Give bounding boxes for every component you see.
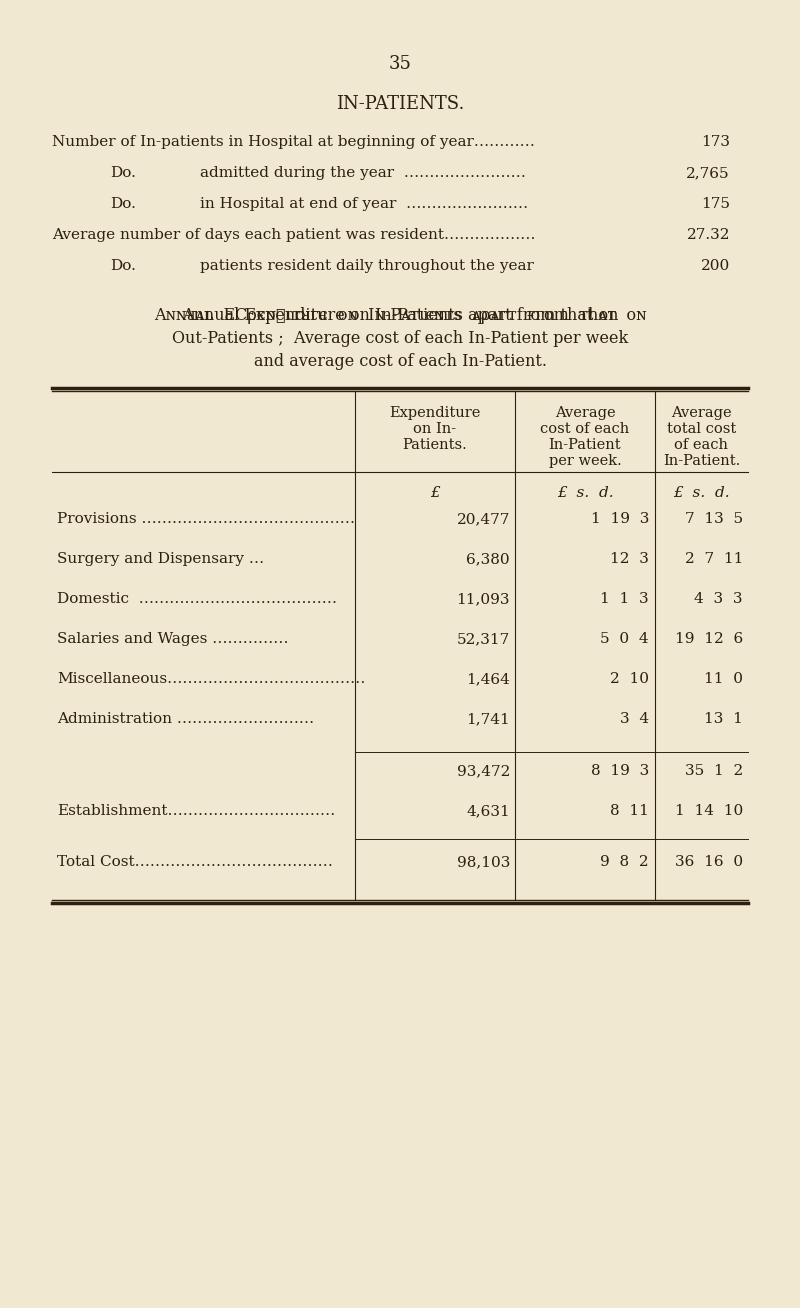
- Text: 2,765: 2,765: [686, 166, 730, 181]
- Text: total cost: total cost: [667, 422, 736, 436]
- Text: 1  19  3: 1 19 3: [590, 511, 649, 526]
- Text: on In-: on In-: [414, 422, 457, 436]
- Text: Aɴɴᴚᴀʟ  EϹρєɴԀιтᴚгє  οɴ  Iɴ-Pᴀтιєɴтѕ  ᴀρᴀгт  ғгοm  тhᴀт  οɴ: Aɴɴᴚᴀʟ EϹρєɴԀιтᴚгє οɴ Iɴ-Pᴀтιєɴтѕ ᴀρᴀгт …: [154, 307, 646, 324]
- Text: Annual Expenditure on In-Patients apart from that on: Annual Expenditure on In-Patients apart …: [182, 307, 618, 324]
- Text: In-Patient: In-Patient: [549, 438, 622, 453]
- Text: Provisions ……………………………………: Provisions ……………………………………: [57, 511, 355, 526]
- Text: 1  14  10: 1 14 10: [674, 804, 743, 818]
- Text: Expenditure: Expenditure: [390, 405, 481, 420]
- Text: and average cost of each In-Patient.: and average cost of each In-Patient.: [254, 353, 546, 370]
- Text: Administration ………………………: Administration ………………………: [57, 712, 314, 726]
- Text: 27.32: 27.32: [686, 228, 730, 242]
- Text: In-Patient.: In-Patient.: [663, 454, 740, 468]
- Text: 6,380: 6,380: [466, 552, 510, 566]
- Text: per week.: per week.: [549, 454, 622, 468]
- Text: 173: 173: [701, 135, 730, 149]
- Text: Do.: Do.: [110, 198, 136, 211]
- Text: Number of In-patients in Hospital at beginning of year…………: Number of In-patients in Hospital at beg…: [52, 135, 535, 149]
- Text: 7  13  5: 7 13 5: [685, 511, 743, 526]
- Text: Out-Patients ;  Average cost of each In-Patient per week: Out-Patients ; Average cost of each In-P…: [172, 330, 628, 347]
- Text: 3  4: 3 4: [620, 712, 649, 726]
- Text: in Hospital at end of year  ……………………: in Hospital at end of year ……………………: [200, 198, 528, 211]
- Text: Do.: Do.: [110, 259, 136, 273]
- Text: cost of each: cost of each: [540, 422, 630, 436]
- Text: 4,631: 4,631: [466, 804, 510, 818]
- Text: 12  3: 12 3: [610, 552, 649, 566]
- Text: Salaries and Wages ……………: Salaries and Wages ……………: [57, 632, 289, 646]
- Text: Patients.: Patients.: [402, 438, 467, 453]
- Text: 98,103: 98,103: [457, 855, 510, 869]
- Text: 19  12  6: 19 12 6: [674, 632, 743, 646]
- Text: 2  7  11: 2 7 11: [685, 552, 743, 566]
- Text: 9  8  2: 9 8 2: [600, 855, 649, 869]
- Text: 8  19  3: 8 19 3: [590, 764, 649, 778]
- Text: Domestic  …………………………………: Domestic …………………………………: [57, 593, 337, 606]
- Text: 1  1  3: 1 1 3: [600, 593, 649, 606]
- Text: £: £: [430, 487, 440, 500]
- Text: Do.: Do.: [110, 166, 136, 181]
- Text: 5  0  4: 5 0 4: [600, 632, 649, 646]
- Text: Miscellaneous…………………………………: Miscellaneous…………………………………: [57, 672, 366, 685]
- Text: 52,317: 52,317: [457, 632, 510, 646]
- Text: £  s.  d.: £ s. d.: [673, 487, 730, 500]
- Text: Average: Average: [554, 405, 615, 420]
- Text: 35  1  2: 35 1 2: [685, 764, 743, 778]
- Text: Total Cost…………………………………: Total Cost…………………………………: [57, 855, 333, 869]
- Text: 13  1: 13 1: [704, 712, 743, 726]
- Text: 1,741: 1,741: [466, 712, 510, 726]
- Text: 11  0: 11 0: [704, 672, 743, 685]
- Text: 20,477: 20,477: [457, 511, 510, 526]
- Text: Surgery and Dispensary …: Surgery and Dispensary …: [57, 552, 264, 566]
- Text: 35: 35: [389, 55, 411, 73]
- Text: 1,464: 1,464: [466, 672, 510, 685]
- Text: Average number of days each patient was resident………………: Average number of days each patient was …: [52, 228, 535, 242]
- Text: 4  3  3: 4 3 3: [694, 593, 743, 606]
- Text: Establishment……………………………: Establishment……………………………: [57, 804, 335, 818]
- Text: 11,093: 11,093: [457, 593, 510, 606]
- Text: admitted during the year  ……………………: admitted during the year ……………………: [200, 166, 526, 181]
- Text: patients resident daily throughout the year: patients resident daily throughout the y…: [200, 259, 534, 273]
- Text: IN-PATIENTS.: IN-PATIENTS.: [336, 95, 464, 112]
- Text: 8  11: 8 11: [610, 804, 649, 818]
- Text: £  s.  d.: £ s. d.: [557, 487, 614, 500]
- Text: 36  16  0: 36 16 0: [675, 855, 743, 869]
- Text: 175: 175: [701, 198, 730, 211]
- Text: 93,472: 93,472: [457, 764, 510, 778]
- Text: 2  10: 2 10: [610, 672, 649, 685]
- Text: of each: of each: [674, 438, 729, 453]
- Text: Average: Average: [671, 405, 732, 420]
- Text: 200: 200: [701, 259, 730, 273]
